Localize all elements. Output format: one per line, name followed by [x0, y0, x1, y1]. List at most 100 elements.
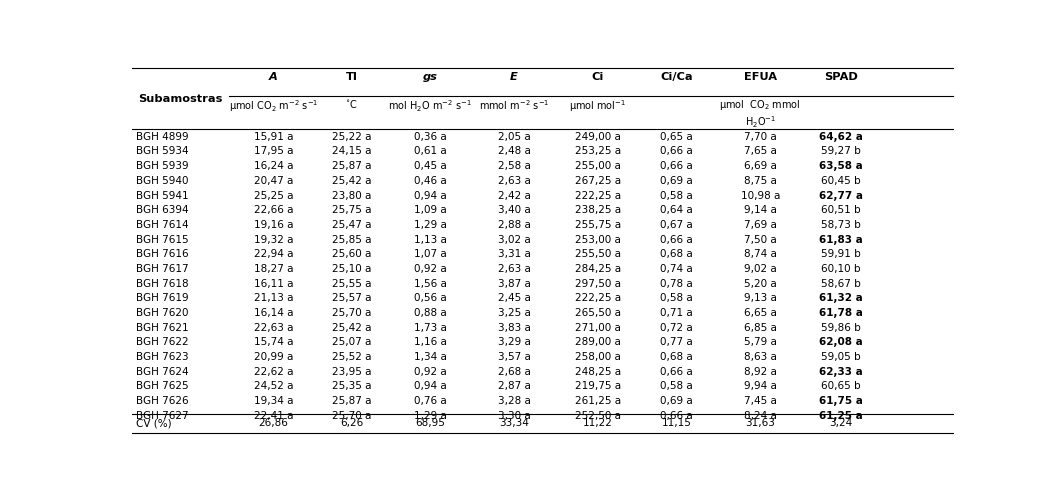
Text: CV (%): CV (%)	[136, 418, 172, 428]
Text: BGH 5939: BGH 5939	[136, 161, 189, 171]
Text: 25,87 a: 25,87 a	[331, 161, 372, 171]
Text: 25,07 a: 25,07 a	[331, 337, 372, 347]
Text: 19,16 a: 19,16 a	[254, 220, 293, 230]
Text: 8,92 a: 8,92 a	[743, 367, 776, 377]
Text: 1,16 a: 1,16 a	[414, 337, 447, 347]
Text: 7,65 a: 7,65 a	[743, 146, 776, 156]
Text: 2,68 a: 2,68 a	[498, 367, 531, 377]
Text: 1,13 a: 1,13 a	[414, 235, 447, 244]
Text: 3,02 a: 3,02 a	[498, 235, 531, 244]
Text: 6,65 a: 6,65 a	[743, 308, 776, 318]
Text: 267,25 a: 267,25 a	[575, 176, 621, 186]
Text: BGH 7617: BGH 7617	[136, 264, 189, 274]
Text: BGH 7616: BGH 7616	[136, 249, 189, 259]
Text: 9,94 a: 9,94 a	[743, 382, 776, 391]
Text: 0,45 a: 0,45 a	[414, 161, 447, 171]
Text: 10,98 a: 10,98 a	[740, 191, 779, 201]
Text: TI: TI	[345, 72, 358, 82]
Text: 22,62 a: 22,62 a	[254, 367, 293, 377]
Text: 1,73 a: 1,73 a	[414, 323, 447, 333]
Text: 7,70 a: 7,70 a	[743, 132, 776, 142]
Text: 0,65 a: 0,65 a	[660, 132, 693, 142]
Text: Subamostras: Subamostras	[139, 93, 223, 104]
Text: BGH 6394: BGH 6394	[136, 205, 189, 215]
Text: 3,87 a: 3,87 a	[498, 278, 531, 289]
Text: 58,67 b: 58,67 b	[821, 278, 861, 289]
Text: 59,91 b: 59,91 b	[821, 249, 861, 259]
Text: 3,57 a: 3,57 a	[498, 352, 531, 362]
Text: mol H$\mathregular{_2}$O m$\mathregular{^{-2}}$ s$\mathregular{^{-1}}$: mol H$\mathregular{_2}$O m$\mathregular{…	[389, 98, 472, 114]
Text: 0,61 a: 0,61 a	[414, 146, 447, 156]
Text: 3,29 a: 3,29 a	[498, 337, 531, 347]
Text: 0,66 a: 0,66 a	[660, 411, 693, 421]
Text: 62,77 a: 62,77 a	[819, 191, 863, 201]
Text: BGH 7627: BGH 7627	[136, 411, 189, 421]
Text: 24,15 a: 24,15 a	[331, 146, 372, 156]
Text: 0,68 a: 0,68 a	[660, 249, 693, 259]
Text: 0,66 a: 0,66 a	[660, 367, 693, 377]
Text: $\mathregular{\mu}$mol  CO$\mathregular{_2}$ mmol
H$\mathregular{_2}$O$\mathregu: $\mathregular{\mu}$mol CO$\mathregular{_…	[719, 98, 801, 130]
Text: 7,45 a: 7,45 a	[743, 396, 776, 406]
Text: BGH 4899: BGH 4899	[136, 132, 189, 142]
Text: 25,87 a: 25,87 a	[331, 396, 372, 406]
Text: 16,11 a: 16,11 a	[254, 278, 293, 289]
Text: 22,41 a: 22,41 a	[254, 411, 293, 421]
Text: 25,75 a: 25,75 a	[331, 205, 372, 215]
Text: 23,95 a: 23,95 a	[331, 367, 372, 377]
Text: 3,83 a: 3,83 a	[498, 323, 531, 333]
Text: 2,87 a: 2,87 a	[498, 382, 531, 391]
Text: 253,00 a: 253,00 a	[575, 235, 621, 244]
Text: 5,20 a: 5,20 a	[743, 278, 776, 289]
Text: 25,85 a: 25,85 a	[331, 235, 372, 244]
Text: 61,75 a: 61,75 a	[819, 396, 863, 406]
Text: 0,64 a: 0,64 a	[660, 205, 693, 215]
Text: 15,74 a: 15,74 a	[254, 337, 293, 347]
Text: BGH 5941: BGH 5941	[136, 191, 189, 201]
Text: BGH 7619: BGH 7619	[136, 294, 189, 303]
Text: BGH 7620: BGH 7620	[136, 308, 189, 318]
Text: 252,50 a: 252,50 a	[575, 411, 621, 421]
Text: BGH 7626: BGH 7626	[136, 396, 189, 406]
Text: A: A	[269, 72, 277, 82]
Text: 22,66 a: 22,66 a	[254, 205, 293, 215]
Text: 0,77 a: 0,77 a	[660, 337, 693, 347]
Text: 7,69 a: 7,69 a	[743, 220, 776, 230]
Text: 222,25 a: 222,25 a	[575, 294, 621, 303]
Text: 1,09 a: 1,09 a	[414, 205, 447, 215]
Text: 61,78 a: 61,78 a	[819, 308, 863, 318]
Text: mmol m$\mathregular{^{-2}}$ s$\mathregular{^{-1}}$: mmol m$\mathregular{^{-2}}$ s$\mathregul…	[479, 98, 550, 112]
Text: 5,79 a: 5,79 a	[743, 337, 776, 347]
Text: 9,14 a: 9,14 a	[743, 205, 776, 215]
Text: 0,94 a: 0,94 a	[414, 191, 447, 201]
Text: 60,51 b: 60,51 b	[821, 205, 861, 215]
Text: 18,27 a: 18,27 a	[254, 264, 293, 274]
Text: 0,76 a: 0,76 a	[414, 396, 447, 406]
Text: 2,42 a: 2,42 a	[498, 191, 531, 201]
Text: 25,55 a: 25,55 a	[331, 278, 372, 289]
Text: 2,05 a: 2,05 a	[498, 132, 531, 142]
Text: 61,25 a: 61,25 a	[819, 411, 862, 421]
Text: 6,26: 6,26	[340, 418, 363, 428]
Text: 6,85 a: 6,85 a	[743, 323, 776, 333]
Text: 3,40 a: 3,40 a	[498, 205, 531, 215]
Text: BGH 7623: BGH 7623	[136, 352, 189, 362]
Text: 2,45 a: 2,45 a	[498, 294, 531, 303]
Text: 2,63 a: 2,63 a	[498, 176, 531, 186]
Text: 25,22 a: 25,22 a	[331, 132, 372, 142]
Text: 219,75 a: 219,75 a	[575, 382, 621, 391]
Text: 8,75 a: 8,75 a	[743, 176, 776, 186]
Text: 6,69 a: 6,69 a	[743, 161, 776, 171]
Text: 25,25 a: 25,25 a	[254, 191, 293, 201]
Text: EFUA: EFUA	[743, 72, 776, 82]
Text: $\mathregular{\mu}$mol mol$\mathregular{^{-1}}$: $\mathregular{\mu}$mol mol$\mathregular{…	[569, 98, 626, 114]
Text: 21,13 a: 21,13 a	[254, 294, 293, 303]
Text: 20,47 a: 20,47 a	[254, 176, 293, 186]
Text: 22,63 a: 22,63 a	[254, 323, 293, 333]
Text: 25,52 a: 25,52 a	[331, 352, 372, 362]
Text: 0,94 a: 0,94 a	[414, 382, 447, 391]
Text: 8,74 a: 8,74 a	[743, 249, 776, 259]
Text: 16,14 a: 16,14 a	[254, 308, 293, 318]
Text: 59,05 b: 59,05 b	[821, 352, 861, 362]
Text: 0,88 a: 0,88 a	[414, 308, 447, 318]
Text: 60,45 b: 60,45 b	[821, 176, 861, 186]
